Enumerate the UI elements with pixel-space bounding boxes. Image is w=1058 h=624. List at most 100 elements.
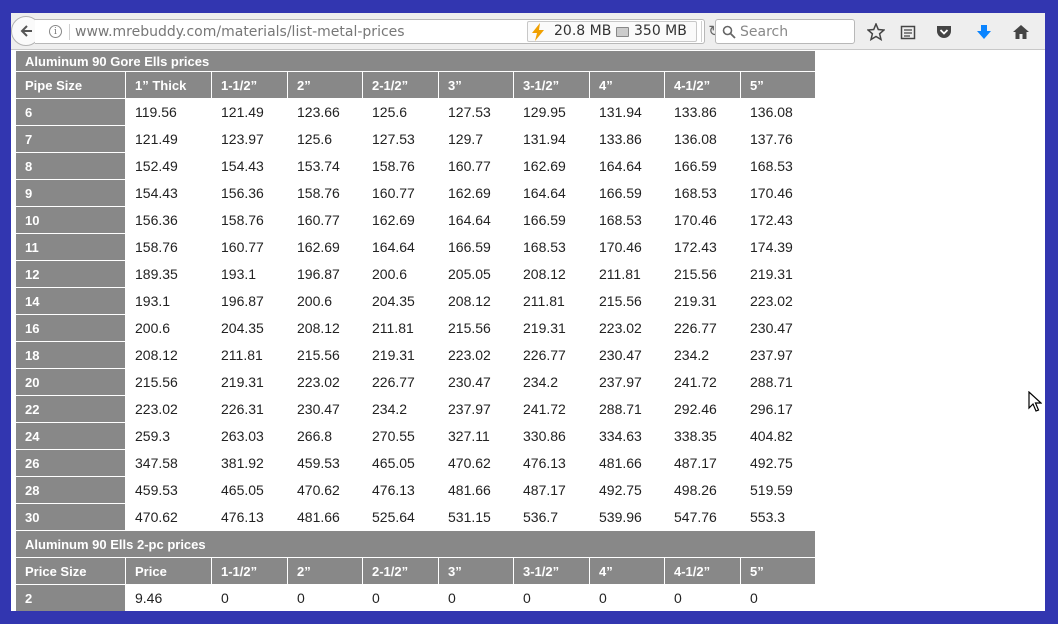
price-cell: 519.59 <box>740 476 816 504</box>
price-cell: 127.53 <box>362 125 439 153</box>
price-cell: 241.72 <box>664 368 741 396</box>
disk-icon <box>616 27 629 37</box>
bookmark-star-icon <box>867 23 885 41</box>
price-cell: 205.05 <box>438 260 514 288</box>
price-cell: 196.87 <box>211 287 288 315</box>
price-cell: 259.3 <box>125 422 212 450</box>
row-header-cell: 26 <box>15 449 126 477</box>
price-cell: 137.76 <box>740 125 816 153</box>
price-cell: 166.59 <box>438 233 514 261</box>
price-cell: 0 <box>211 584 288 611</box>
price-cell: 481.66 <box>287 503 363 531</box>
price-cell: 223.02 <box>438 341 514 369</box>
price-cell: 156.36 <box>211 179 288 207</box>
price-cell: 170.46 <box>664 206 741 234</box>
price-cell: 200.6 <box>125 314 212 342</box>
price-cell: 160.77 <box>438 152 514 180</box>
price-cell: 536.7 <box>513 503 590 531</box>
column-header: 1-1/2” <box>211 557 288 585</box>
column-header: 3-1/2” <box>513 557 590 585</box>
price-cell: 230.47 <box>287 395 363 423</box>
price-cell: 200.6 <box>287 287 363 315</box>
price-cell: 338.35 <box>664 422 741 450</box>
column-header: 1-1/2” <box>211 71 288 99</box>
search-bar[interactable]: Search <box>715 19 855 44</box>
price-cell: 168.53 <box>513 233 590 261</box>
price-cell: 215.56 <box>125 368 212 396</box>
price-cell: 154.43 <box>125 179 212 207</box>
row-header-cell: 8 <box>15 152 126 180</box>
price-cell: 219.31 <box>664 287 741 315</box>
back-arrow-icon <box>20 25 32 37</box>
download-arrow-icon <box>977 25 991 39</box>
price-cell: 476.13 <box>211 503 288 531</box>
column-header: 4-1/2” <box>664 557 741 585</box>
price-cell: 270.55 <box>362 422 439 450</box>
price-cell: 327.11 <box>438 422 514 450</box>
price-cell: 200.6 <box>362 260 439 288</box>
price-cell: 133.86 <box>589 125 665 153</box>
pocket-button[interactable] <box>933 21 955 43</box>
price-cell: 0 <box>287 584 363 611</box>
price-cell: 215.56 <box>664 260 741 288</box>
gore-ells-title-text: Aluminum 90 Gore Ells prices <box>15 50 816 72</box>
table-row: 12 189.35 193.1 196.87 200.6 205.05 208.12 211.… <box>15 260 816 288</box>
row-header-cell: 30 <box>15 503 126 531</box>
table-row: 10 156.36 158.76 160.77 162.69 164.64 166.59 16… <box>15 206 816 234</box>
table-row: 7 121.49 123.97 125.6 127.53 129.7 131.94 133.8… <box>15 125 816 153</box>
table-row: 24 259.3 263.03 266.8 270.55 327.11 330.86 334.… <box>15 422 816 450</box>
price-cell: 347.58 <box>125 449 212 477</box>
table-row: 28 459.53 465.05 470.62 476.13 481.66 487.17 49… <box>15 476 816 504</box>
row-header-cell: 7 <box>15 125 126 153</box>
price-cell: 470.62 <box>438 449 514 477</box>
price-cell: 136.08 <box>664 125 741 153</box>
price-cell: 226.31 <box>211 395 288 423</box>
table-row: 6 119.56 121.49 123.66 125.6 127.53 129.95 131.… <box>15 98 816 126</box>
price-cell: 237.97 <box>740 341 816 369</box>
price-cell: 487.17 <box>513 476 590 504</box>
price-cell: 525.64 <box>362 503 439 531</box>
info-icon[interactable]: i <box>49 25 62 38</box>
price-cell: 158.76 <box>362 152 439 180</box>
price-cell: 215.56 <box>589 287 665 315</box>
table-row: 30 470.62 476.13 481.66 525.64 531.15 536.7 539… <box>15 503 816 531</box>
reader-view-icon <box>900 25 916 40</box>
url-bar[interactable]: i www.mrebuddy.com/materials/list-metal-… <box>35 19 721 44</box>
row-header-cell: 28 <box>15 476 126 504</box>
row-header-cell: 20 <box>15 368 126 396</box>
price-cell: 160.77 <box>211 233 288 261</box>
price-cell: 170.46 <box>740 179 816 207</box>
price-cell: 125.6 <box>287 125 363 153</box>
search-placeholder: Search <box>740 24 789 40</box>
price-cell: 208.12 <box>287 314 363 342</box>
reading-list-button[interactable] <box>897 21 919 43</box>
column-header: Price Size <box>15 557 126 585</box>
price-cell: 162.69 <box>438 179 514 207</box>
price-cell: 131.94 <box>589 98 665 126</box>
price-cell: 498.26 <box>664 476 741 504</box>
price-cell: 381.92 <box>211 449 288 477</box>
price-cell: 136.08 <box>740 98 816 126</box>
price-cell: 330.86 <box>513 422 590 450</box>
bookmark-button[interactable] <box>865 21 887 43</box>
price-cell: 208.12 <box>438 287 514 315</box>
price-cell: 492.75 <box>589 476 665 504</box>
table-row: 22 223.02 226.31 230.47 234.2 237.97 241.72 288… <box>15 395 816 423</box>
price-cell: 166.59 <box>664 152 741 180</box>
row-header-cell: 2 <box>15 584 126 611</box>
price-cell: 166.59 <box>589 179 665 207</box>
row-header-cell: 18 <box>15 341 126 369</box>
price-cell: 241.72 <box>513 395 590 423</box>
price-cell: 226.77 <box>664 314 741 342</box>
url-text[interactable]: www.mrebuddy.com/materials/list-metal-pr… <box>75 24 405 40</box>
column-header: Pipe Size <box>15 71 126 99</box>
home-button[interactable] <box>1010 21 1032 43</box>
memory-indicator[interactable]: 20.8 MB 350 MB <box>527 21 697 42</box>
column-header: Price <box>125 557 212 585</box>
price-cell: 196.87 <box>287 260 363 288</box>
price-cell: 465.05 <box>211 476 288 504</box>
downloads-button[interactable] <box>973 21 995 43</box>
column-header: 5” <box>740 557 816 585</box>
home-icon <box>1013 25 1029 39</box>
price-cell: 459.53 <box>287 449 363 477</box>
